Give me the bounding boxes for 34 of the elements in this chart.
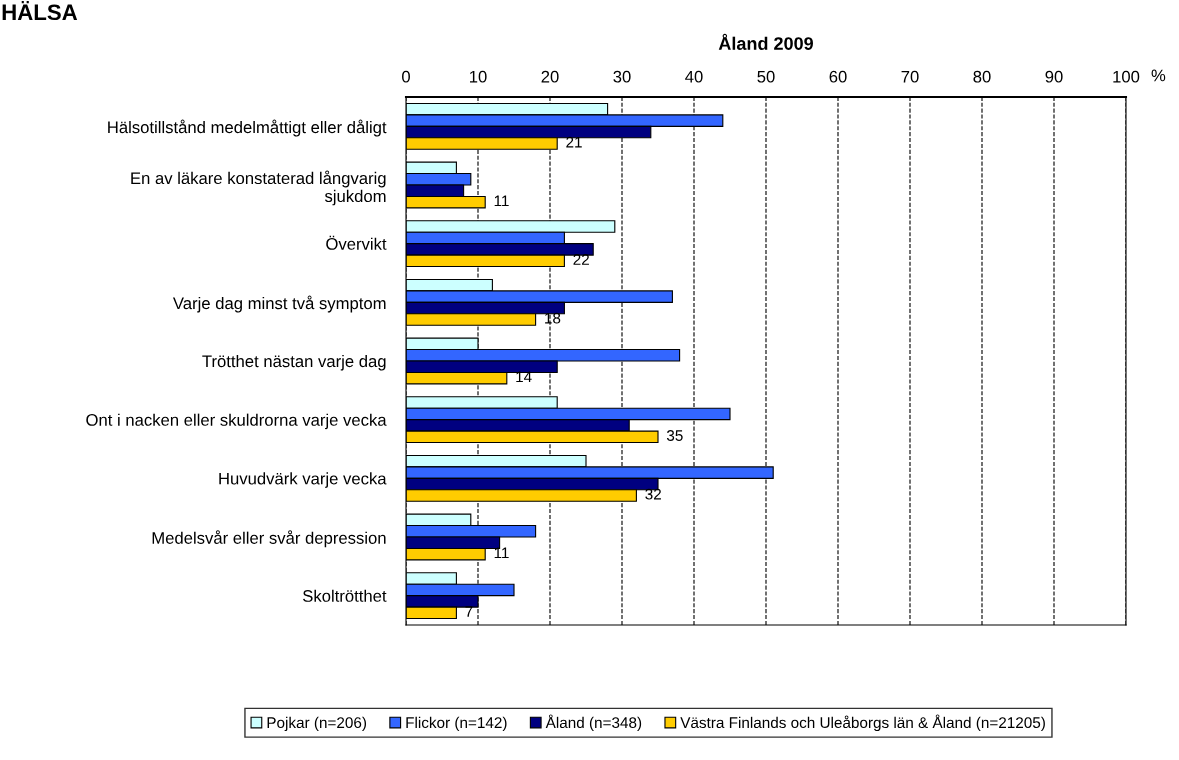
legend-label: Pojkar (n=206) (267, 716, 367, 732)
data-label: 21 (566, 136, 582, 148)
x-tick-label: 30 (613, 70, 631, 83)
y-tick-label: En av läkare konstaterad långvarig sjukdom (131, 170, 386, 206)
legend-label: Åland (n=348) (545, 714, 642, 732)
text: HÄLSA (2, 0, 78, 21)
legend-label: Flickor (n=142) (406, 716, 507, 732)
x-tick-label: 10 (470, 70, 487, 83)
x-tick-label: 0 (402, 70, 410, 83)
x-tick-label: 50 (757, 70, 775, 83)
x-tick-label: 40 (685, 70, 703, 83)
data-label: 32 (645, 488, 661, 500)
data-label: 11 (494, 195, 509, 207)
y-tick-label: Övervikt (326, 235, 387, 250)
data-label: 22 (573, 254, 589, 265)
y-tick-label: Hälsotillstånd medelmåttigt eller dåligt (108, 119, 387, 137)
y-tick-label: Ont i nacken eller skuldrorna varje vecka (86, 413, 387, 430)
y-tick-label: Trötthet nästan varje dag (202, 354, 386, 371)
x-axis-title: % (1151, 69, 1166, 82)
data-label: 35 (666, 430, 683, 441)
x-tick-label: 60 (829, 70, 847, 83)
x-tick-label: 90 (1045, 70, 1063, 83)
x-tick-label: 70 (901, 70, 919, 83)
y-tick-label: Skoltrötthet (303, 589, 387, 602)
x-tick-label: 100 (1113, 70, 1140, 83)
x-tick-label: 80 (973, 70, 991, 83)
y-tick-label: Huvudvärk varje vecka (219, 472, 387, 488)
y-tick-label: Medelsvår eller svår depression (152, 530, 386, 548)
legend-label: Västra Finlands och Uleåborgs län & Åland (n=21205) (680, 714, 1045, 732)
data-label: 7 (465, 606, 473, 617)
y-tick-label: Varje dag minst två symptom (172, 295, 386, 313)
chart-title: Åland 2009 (718, 33, 813, 50)
data-label: 18 (545, 312, 561, 324)
x-tick-label: 20 (541, 70, 559, 83)
